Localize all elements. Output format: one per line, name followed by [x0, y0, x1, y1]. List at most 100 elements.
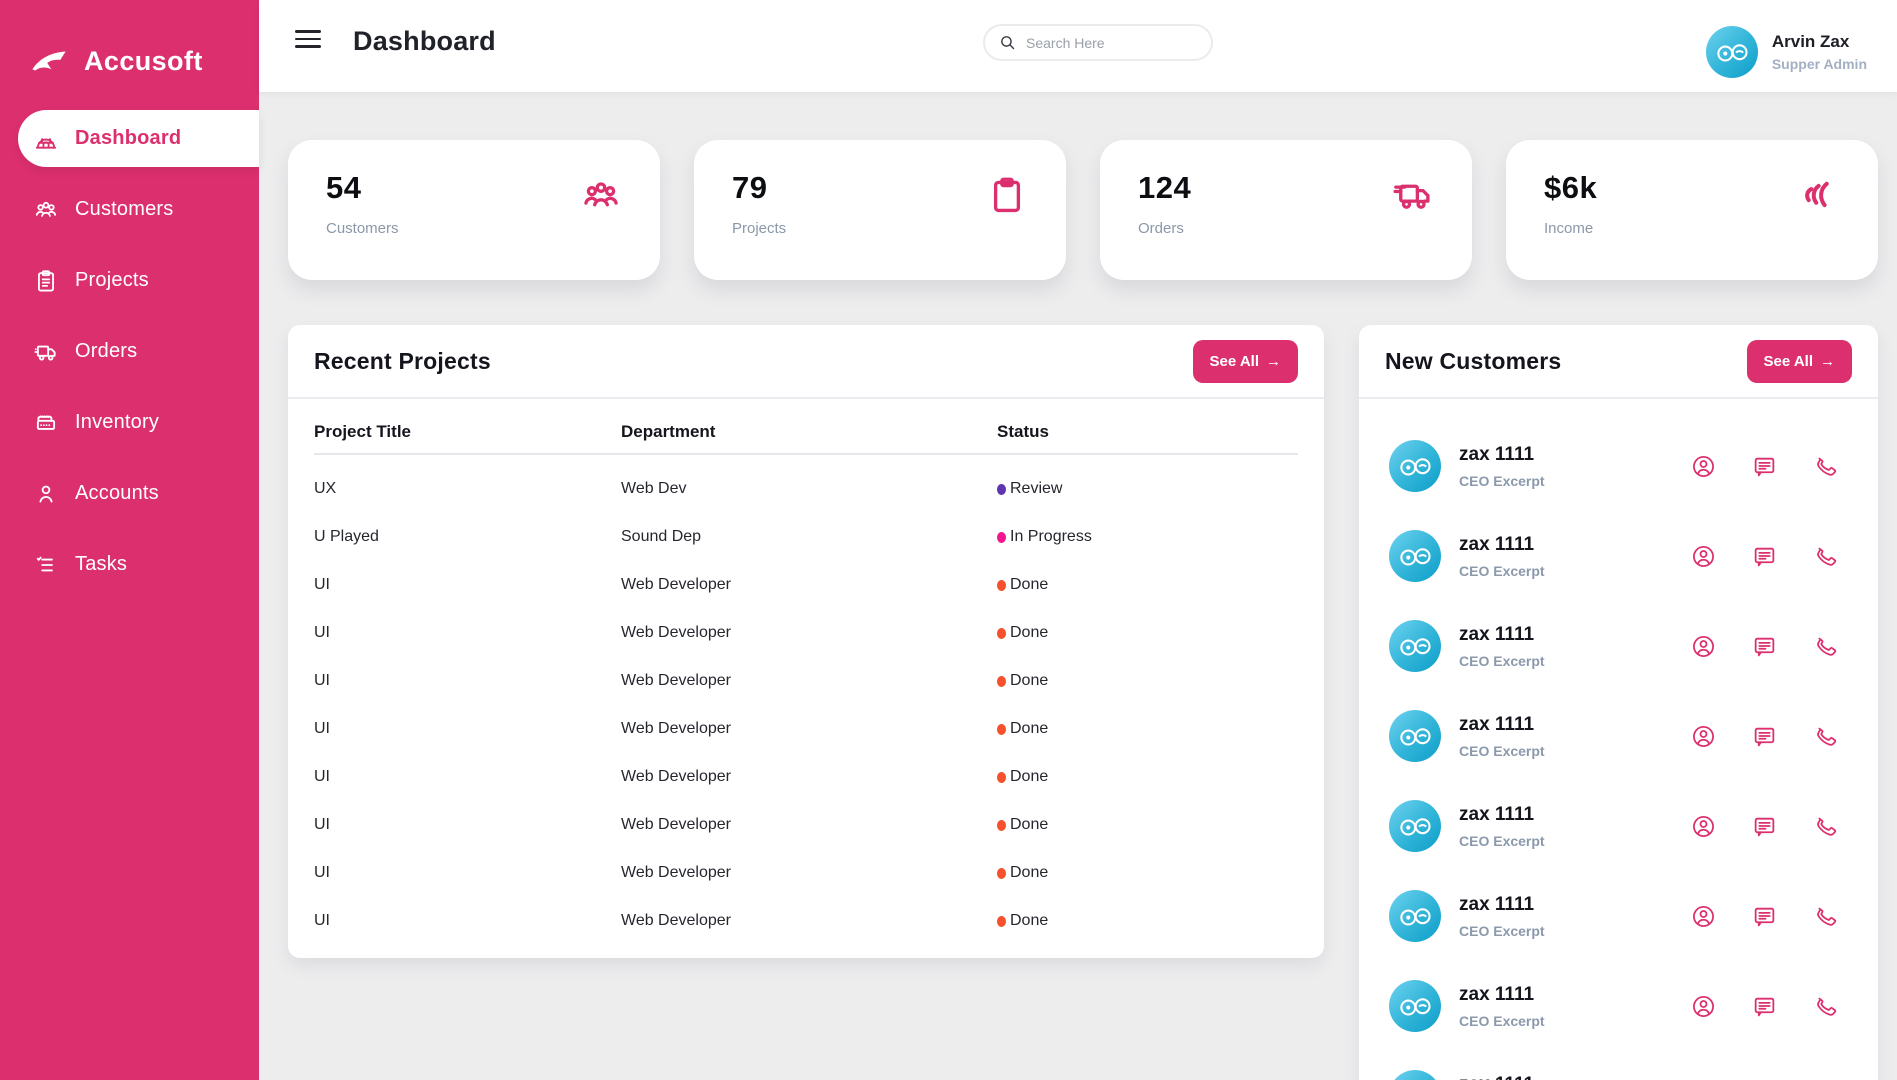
user-circle-icon[interactable] [1691, 634, 1716, 659]
sidebar-item-accounts[interactable]: Accounts [18, 465, 259, 522]
sidebar-item-customers[interactable]: Customers [18, 181, 259, 238]
message-icon[interactable] [1752, 814, 1777, 839]
status-dot [997, 723, 1006, 735]
recent-projects-title: Recent Projects [314, 347, 491, 374]
search-box [983, 24, 1213, 61]
message-icon[interactable] [1752, 994, 1777, 1019]
phone-icon[interactable] [1813, 724, 1838, 749]
sidebar-item-tasks[interactable]: Tasks [18, 536, 259, 593]
column-department: Department [621, 422, 716, 441]
stat-label: Orders [1138, 220, 1184, 237]
projects-table-body: UX Web Dev Review U Played Sound Dep In … [314, 455, 1298, 945]
stat-card-projects: 79 Projects [694, 140, 1066, 280]
customer-actions [1691, 814, 1838, 839]
cell-status: Done [997, 768, 1298, 786]
arrow-right-icon: → [1820, 352, 1835, 370]
search-input[interactable] [1026, 34, 1197, 51]
user-circle-icon[interactable] [1691, 814, 1716, 839]
nav-label: Tasks [75, 553, 128, 575]
customer-role: CEO Excerpt [1459, 562, 1545, 579]
message-icon[interactable] [1752, 724, 1777, 749]
status-dot [997, 675, 1006, 687]
user-circle-icon[interactable] [1691, 904, 1716, 929]
phone-icon[interactable] [1813, 634, 1838, 659]
stat-text: 54 Customers [326, 170, 399, 250]
hamburger-icon[interactable] [295, 30, 321, 48]
content: 54 Customers 79 Projects 124 Orders $6k … [259, 92, 1897, 1080]
nav-label: Inventory [75, 411, 160, 433]
customer-role: CEO Excerpt [1459, 652, 1545, 669]
message-icon[interactable] [1752, 544, 1777, 569]
user-circle-icon[interactable] [1691, 994, 1716, 1019]
cell-department: Web Developer [621, 864, 731, 881]
cell-department: Web Dev [621, 480, 687, 497]
user-role: Supper Admin [1771, 56, 1867, 72]
phone-icon[interactable] [1813, 994, 1838, 1019]
recent-projects-header: Recent Projects See All → [288, 325, 1324, 399]
message-icon[interactable] [1752, 634, 1777, 659]
cell-project-title: UI [314, 672, 330, 689]
customer-avatar [1389, 710, 1441, 762]
user-circle-icon[interactable] [1691, 544, 1716, 569]
user-circle-icon[interactable] [1691, 724, 1716, 749]
see-all-label: See All [1763, 352, 1813, 370]
customer-role: CEO Excerpt [1459, 742, 1545, 759]
status-dot [997, 531, 1006, 543]
customer-info: zax 1111 CEO Excerpt [1459, 1074, 1545, 1080]
customer-info: zax 1111 CEO Excerpt [1459, 984, 1545, 1029]
message-icon[interactable] [1752, 454, 1777, 479]
phone-icon[interactable] [1813, 544, 1838, 569]
user-name: Arvin Zax [1771, 32, 1850, 51]
message-icon[interactable] [1752, 904, 1777, 929]
customer-avatar [1389, 890, 1441, 942]
cell-department: Web Developer [621, 720, 731, 737]
phone-icon[interactable] [1813, 814, 1838, 839]
customer-row: zax 1111 CEO Excerpt [1359, 691, 1878, 781]
arrow-right-icon: → [1266, 352, 1281, 370]
customer-actions [1691, 454, 1838, 479]
search-icon [1001, 36, 1015, 50]
nav-label: Projects [75, 269, 149, 291]
customer-info: zax 1111 CEO Excerpt [1459, 444, 1545, 489]
panels-row: Recent Projects See All → Project Title … [288, 325, 1878, 1080]
projects-table-header: Project Title Department Status [314, 411, 1298, 455]
cell-project-title: UI [314, 624, 330, 641]
phone-icon[interactable] [1813, 904, 1838, 929]
recent-projects-panel: Recent Projects See All → Project Title … [288, 325, 1324, 958]
status-text: Done [1010, 720, 1049, 737]
customer-actions [1691, 544, 1838, 569]
recent-projects-see-all-button[interactable]: See All → [1192, 339, 1298, 383]
customer-name: zax 1111 [1459, 1074, 1545, 1080]
status-dot [997, 867, 1006, 879]
status-text: Done [1010, 576, 1049, 593]
cell-status: Done [997, 672, 1298, 690]
projects-table: Project Title Department Status UX Web D… [288, 399, 1324, 945]
nav-label: Customers [75, 198, 174, 220]
cell-department: Web Developer [621, 768, 731, 785]
sidebar-item-projects[interactable]: Projects [18, 252, 259, 309]
see-all-label: See All [1209, 352, 1259, 370]
customer-name: zax 1111 [1459, 623, 1535, 645]
dashboard-icon [33, 126, 59, 152]
nav-label: Orders [75, 340, 138, 362]
table-row: UI Web Developer Done [314, 609, 1298, 657]
customer-name: zax 1111 [1459, 443, 1535, 465]
income-wave-icon [1798, 174, 1840, 250]
sidebar-item-dashboard[interactable]: Dashboard [18, 110, 259, 167]
sidebar-item-orders[interactable]: Orders [18, 323, 259, 380]
cell-project-title: U Played [314, 528, 379, 545]
sidebar-item-inventory[interactable]: Inventory [18, 394, 259, 451]
new-customers-see-all-button[interactable]: See All → [1746, 339, 1852, 383]
nav-label: Accounts [75, 482, 159, 504]
new-customers-panel: New Customers See All → zax 1111 CEO Exc… [1359, 325, 1878, 1080]
customer-row: zax 1111 CEO Excerpt [1359, 421, 1878, 511]
user-circle-icon[interactable] [1691, 454, 1716, 479]
status-dot [997, 915, 1006, 927]
phone-icon[interactable] [1813, 454, 1838, 479]
customers-icon [33, 197, 59, 223]
user-menu[interactable]: Arvin Zax Supper Admin [1705, 26, 1867, 78]
cell-status: Done [997, 864, 1298, 882]
main-area: Dashboard Arvin Zax Supper Admin [259, 0, 1897, 1080]
stat-text: 79 Projects [732, 170, 786, 250]
user-avatar [1705, 26, 1758, 78]
